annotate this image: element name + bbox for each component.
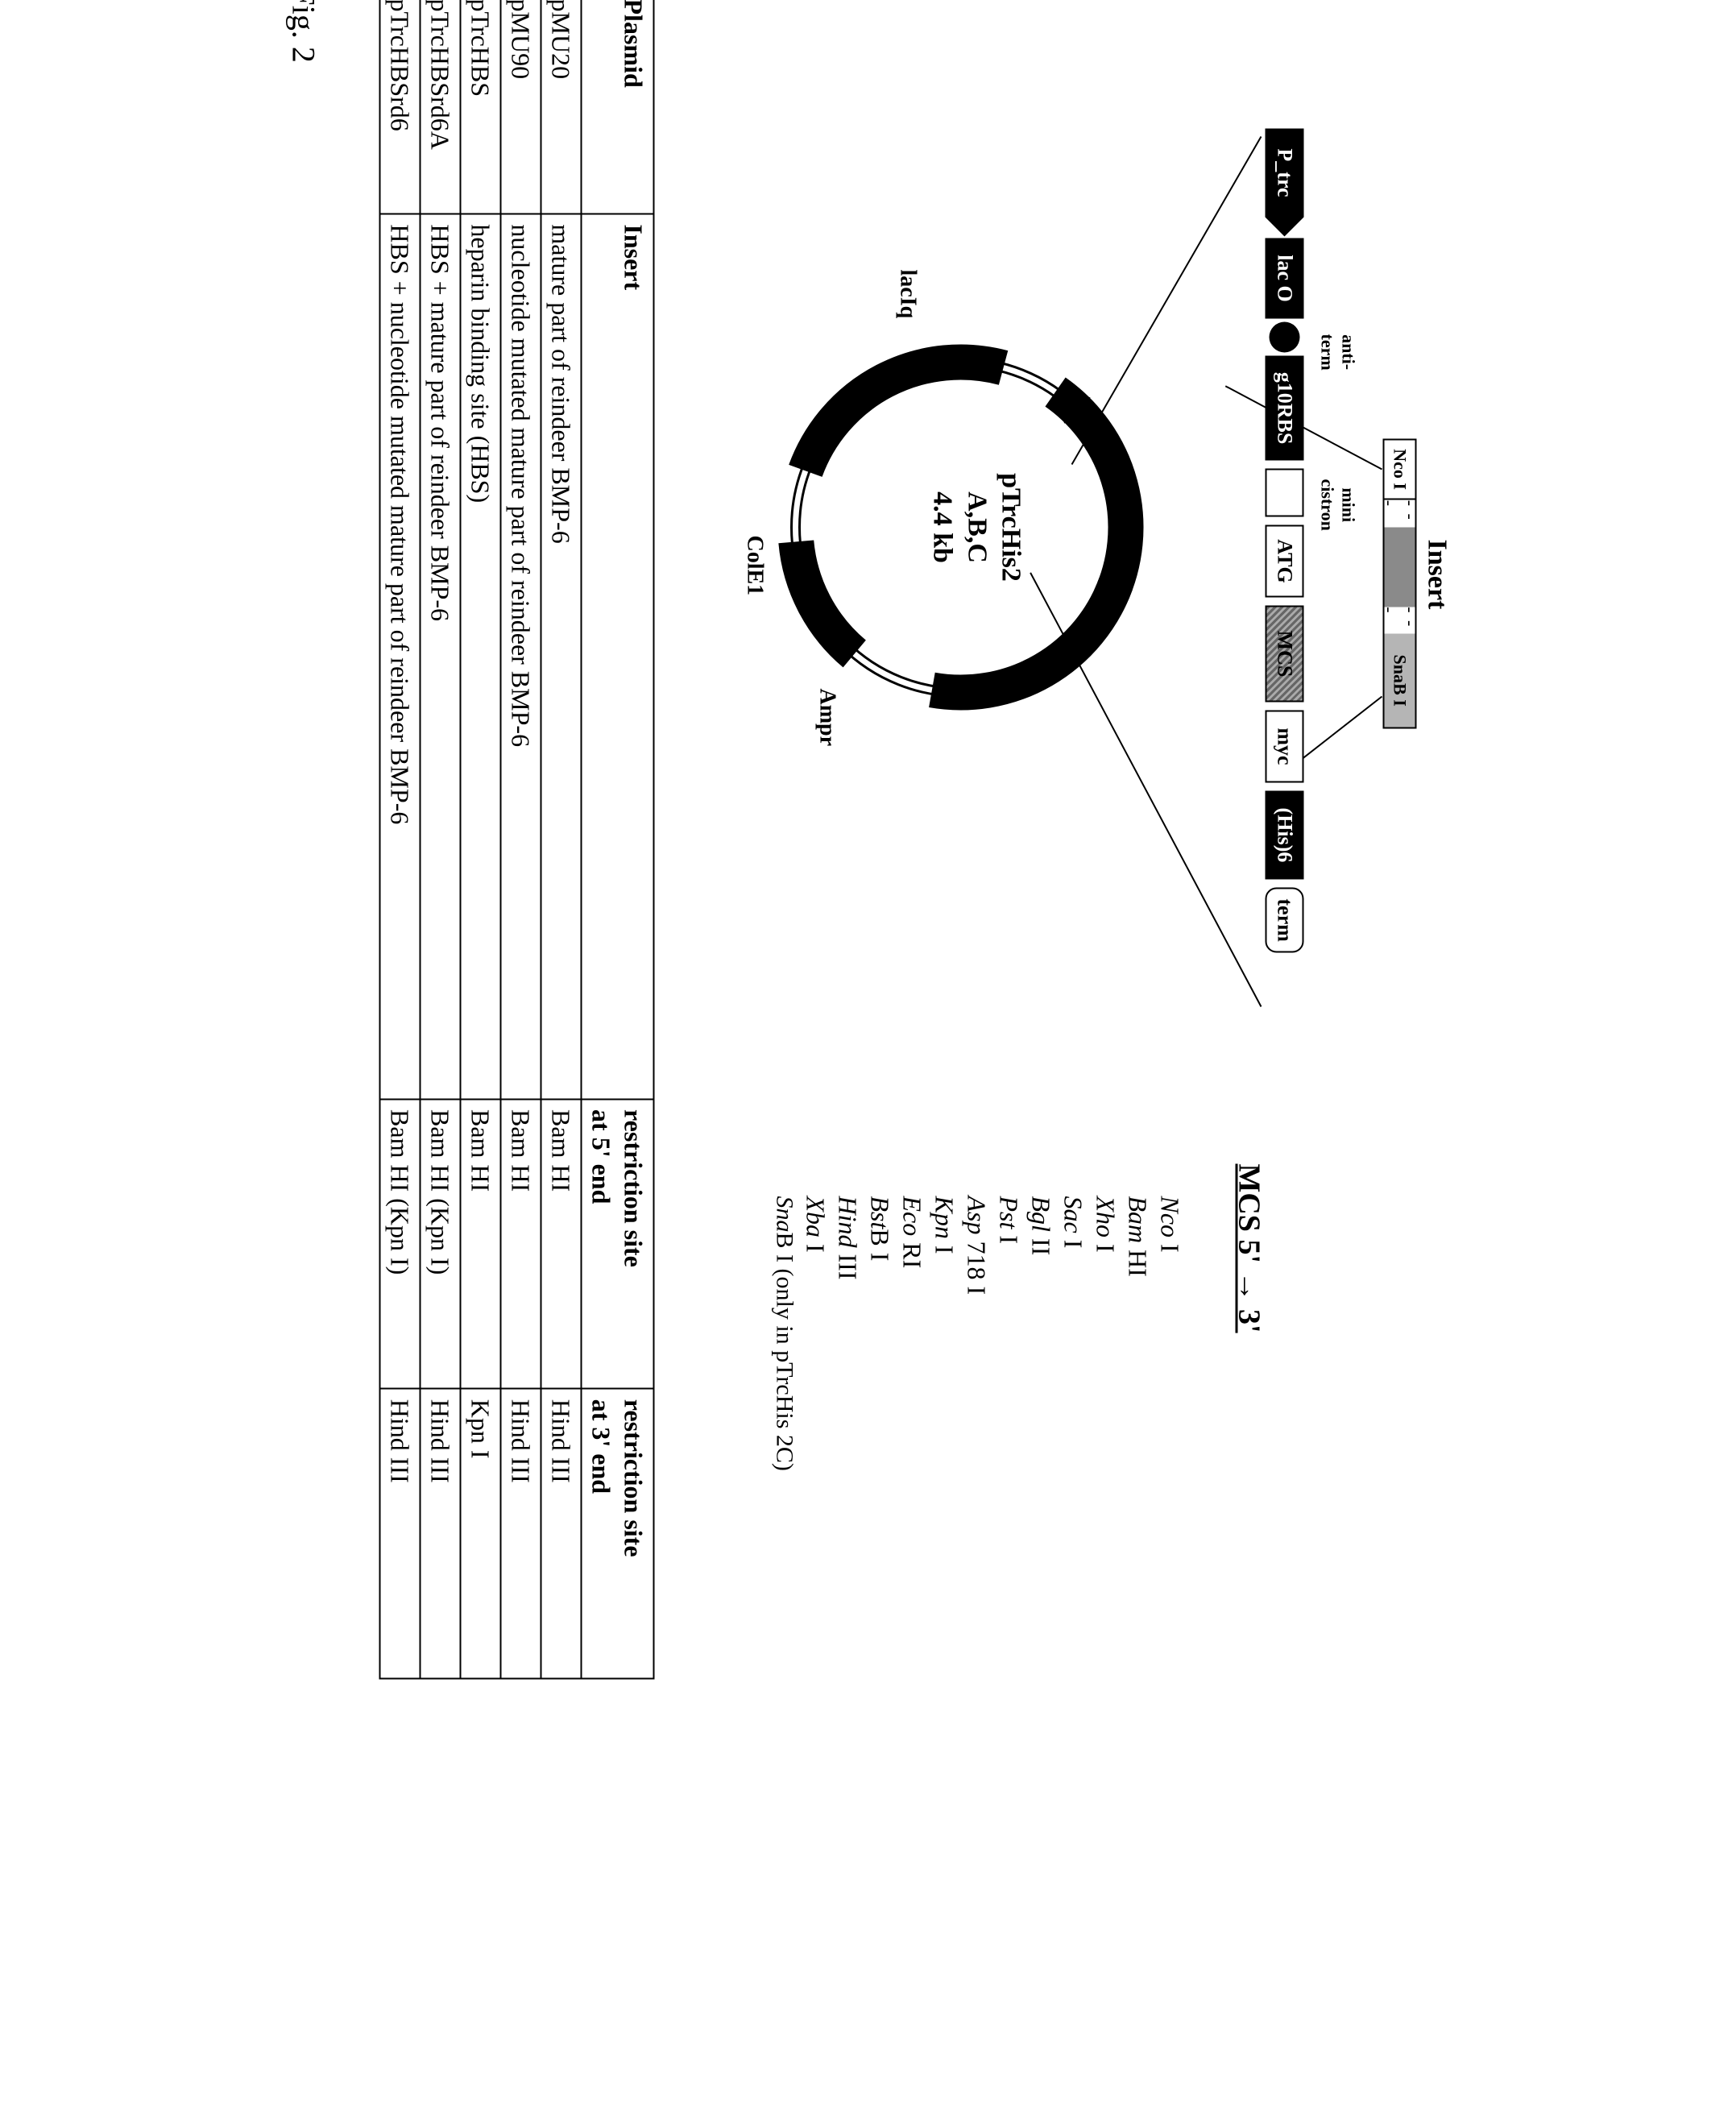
mcs-heading: MCS 5' → 3' — [1231, 1163, 1266, 1333]
table-cell: HBS + nucleotide mutated mature part of … — [379, 213, 420, 1099]
plasmid-table: PlasmidInsertrestriction site at 5' endr… — [379, 0, 654, 1679]
anti-term-label: anti- term — [1316, 334, 1358, 370]
insert-snab: SnaB I — [1384, 633, 1415, 727]
mini-cistron-box — [1265, 468, 1303, 516]
table-row: pMU20mature part of reindeer BMP-6Bam HI… — [541, 0, 581, 1678]
plasmid-title: pTrcHis2 A,B,C 4.4 kb — [924, 473, 1027, 582]
mcs-site: Kpn I — [928, 1196, 960, 1470]
table-cell: nucleotide mutated mature part of reinde… — [500, 213, 541, 1099]
myc-box: myc — [1265, 710, 1303, 782]
table-cell: heparin binding site (HBS) — [460, 213, 500, 1099]
anti-term-dot — [1269, 321, 1299, 352]
table-header-cell: Insert — [581, 213, 653, 1099]
mcs-site: Pst I — [992, 1196, 1025, 1470]
mcs-site: Eco RI — [896, 1196, 928, 1470]
table-header-cell: restriction site at 5' end — [581, 1099, 653, 1389]
table-cell: Bam HI — [500, 1099, 541, 1389]
mini-cistron-label: mini cistron — [1316, 479, 1358, 530]
table-cell: Bam HI — [541, 1099, 581, 1389]
mcs-box: MCS — [1265, 605, 1303, 702]
table-cell: Bam HI (Kpn I) — [379, 1099, 420, 1389]
table-row: pTrcHBSrd6HBS + nucleotide mutated matur… — [379, 0, 420, 1678]
insert-dots: - - - — [1384, 607, 1415, 634]
table-cell: Bam HI (Kpn I) — [420, 1099, 460, 1389]
table-header-cell: restriction site at 3' end — [581, 1388, 653, 1678]
figure-caption: Fig. 2 — [284, 0, 322, 1840]
connector-line — [1299, 695, 1382, 761]
lacIq-label: lacIq — [894, 269, 920, 318]
mcs-site: Xho I — [1089, 1196, 1121, 1470]
table-cell: Hind III — [420, 1388, 460, 1678]
mcs-site: Xba I — [799, 1196, 831, 1470]
table-cell: Bam HI — [460, 1099, 500, 1389]
table-cell: Hind III — [379, 1388, 420, 1678]
insert-grey — [1384, 527, 1415, 607]
mcs-list: Nco IBam HIXho ISac IBgl IIPst IAsp 718 … — [769, 1196, 1187, 1470]
mcs-site: Nco I — [1154, 1196, 1186, 1470]
table-row: pTrcHBSheparin binding site (HBS)Bam HIK… — [460, 0, 500, 1678]
table-cell: pMU90 — [500, 0, 541, 213]
table-cell: HBS + mature part of reindeer BMP-6 — [420, 213, 460, 1099]
ptrc-promoter: P_trc — [1265, 128, 1303, 217]
table-cell: pTrcHBS — [460, 0, 500, 213]
expression-cassette: P_trc lac O g10RBS ATG MCS myc (His)6 te… — [1262, 128, 1307, 952]
g10rbs-box: g10RBS — [1265, 355, 1303, 460]
ampr-label: Ampr — [814, 688, 839, 746]
table-cell: Hind III — [500, 1388, 541, 1678]
mcs-site: Hind III — [831, 1196, 864, 1470]
mcs-site: Bgl II — [1025, 1196, 1057, 1470]
insert-nco: Nco I — [1384, 440, 1415, 500]
atg-box: ATG — [1265, 524, 1303, 597]
plasmid-map: pTrcHis2 A,B,C 4.4 kb lacIq Ampr ColE1 — [767, 334, 1154, 720]
table-header-cell: Plasmid — [581, 0, 653, 213]
table-cell: mature part of reindeer BMP-6 — [541, 213, 581, 1099]
lacO-box: lac O — [1265, 238, 1303, 318]
table-cell: pTrcHBSrd6A — [420, 0, 460, 213]
insert-label: Insert — [1421, 539, 1452, 609]
table-cell: pMU20 — [541, 0, 581, 213]
insert-dots: - - - — [1384, 500, 1415, 527]
table-cell: Hind III — [541, 1388, 581, 1678]
cole1-label: ColE1 — [741, 535, 767, 595]
mcs-site: Asp 718 I — [960, 1196, 992, 1470]
mcs-site: Bam HI — [1121, 1196, 1154, 1470]
insert-box: Nco I - - - - - - SnaB I — [1382, 438, 1416, 728]
table-header-row: PlasmidInsertrestriction site at 5' endr… — [581, 0, 653, 1678]
mcs-site: Sac I — [1057, 1196, 1089, 1470]
term-box: term — [1265, 887, 1303, 952]
mcs-site: BstB I — [864, 1196, 896, 1470]
table-cell: Kpn I — [460, 1388, 500, 1678]
plasmid-diagram: Insert Nco I - - - - - - SnaB I anti- te… — [686, 0, 1452, 1840]
his6-box: (His)6 — [1265, 790, 1303, 879]
table-row: pMU90nucleotide mutated mature part of r… — [500, 0, 541, 1678]
table-cell: pTrcHBSrd6 — [379, 0, 420, 213]
table-row: pTrcHBSrd6AHBS + mature part of reindeer… — [420, 0, 460, 1678]
mcs-site-extra: SnaB I (only in pTrcHis 2C) — [769, 1196, 800, 1470]
